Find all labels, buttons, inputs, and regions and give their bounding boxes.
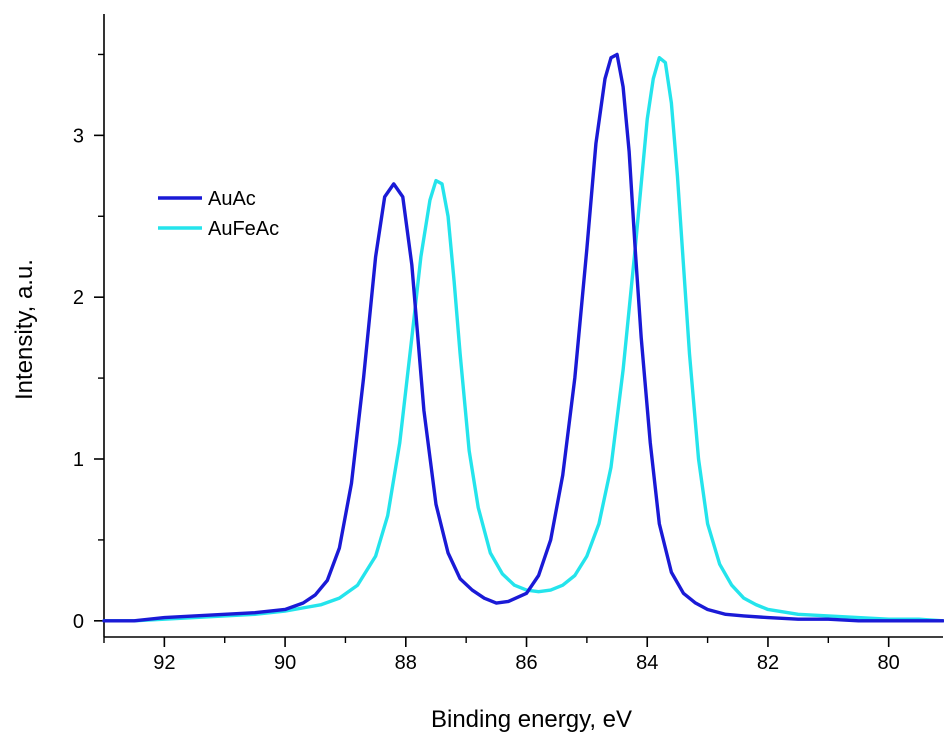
x-tick-label: 84 bbox=[636, 652, 658, 674]
legend: AuAc AuFeAc bbox=[158, 188, 279, 240]
series-layer bbox=[102, 52, 944, 623]
series-line-aufeac bbox=[102, 55, 944, 623]
x-tick-label: 90 bbox=[274, 652, 296, 674]
y-tick-label: 2 bbox=[73, 287, 84, 309]
x-axis-ticks: 92 90 88 86 84 82 80 bbox=[103, 637, 900, 674]
x-tick-label: 80 bbox=[878, 652, 900, 674]
x-tick-label: 88 bbox=[395, 652, 417, 674]
y-tick-label: 0 bbox=[73, 611, 84, 633]
legend-label-auac: AuAc bbox=[208, 188, 256, 210]
y-axis-title: Intensity, a.u. bbox=[11, 259, 38, 400]
y-tick-label: 3 bbox=[73, 125, 84, 147]
series-line-auac bbox=[102, 52, 944, 623]
legend-label-aufeac: AuFeAc bbox=[208, 218, 279, 240]
x-tick-label: 92 bbox=[153, 652, 175, 674]
y-axis-ticks: 0 1 2 3 bbox=[73, 53, 104, 633]
x-axis-title: Binding energy, eV bbox=[431, 706, 632, 733]
plot-area: 92 90 88 86 84 82 80 0 1 2 3 bbox=[73, 14, 944, 674]
x-tick-label: 82 bbox=[757, 652, 779, 674]
x-tick-label: 86 bbox=[515, 652, 537, 674]
y-tick-label: 1 bbox=[73, 449, 84, 471]
